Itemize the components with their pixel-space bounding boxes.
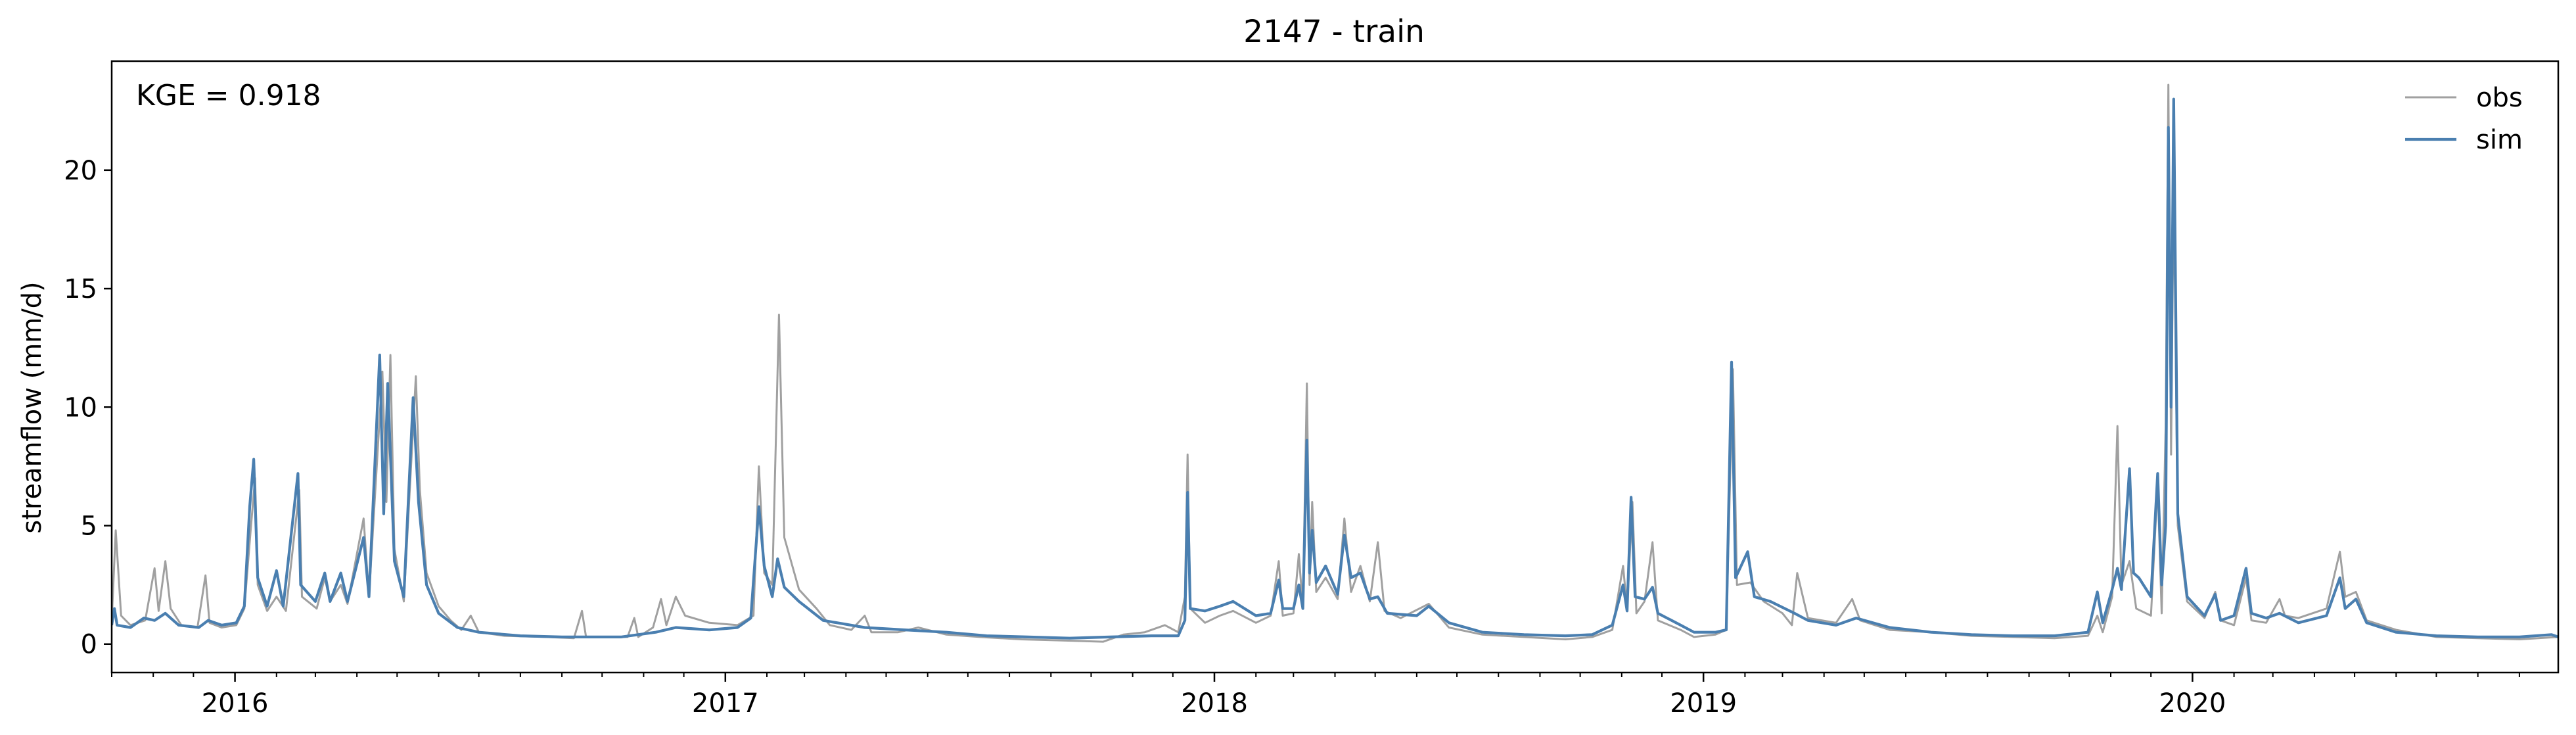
chart-title: 2147 - train <box>1243 14 1425 50</box>
series-line-sim <box>112 97 2558 640</box>
plot-area <box>112 83 2558 643</box>
y-axis-label: streamflow (mm/d) <box>17 281 47 533</box>
y-tick-label: 10 <box>64 392 97 423</box>
legend: obs sim <box>2405 83 2523 155</box>
y-tick-label: 20 <box>64 156 97 186</box>
y-tick-label: 5 <box>81 511 97 542</box>
axes: 0 5 10 15 20 2016 2017 2018 2019 2020 <box>64 156 2520 719</box>
legend-label-sim: sim <box>2476 125 2523 155</box>
plot-frame <box>110 60 2560 674</box>
x-tick-label: 2019 <box>1670 688 1737 719</box>
x-tick-label: 2018 <box>1181 688 1248 719</box>
x-tick-label: 2016 <box>202 688 269 719</box>
kge-annotation: KGE = 0.918 <box>136 79 321 112</box>
x-tick-label: 2017 <box>692 688 759 719</box>
y-tick-label: 0 <box>81 630 97 660</box>
x-tick-label: 2020 <box>2159 688 2226 719</box>
legend-label-obs: obs <box>2476 83 2523 113</box>
y-tick-label: 15 <box>64 274 97 304</box>
